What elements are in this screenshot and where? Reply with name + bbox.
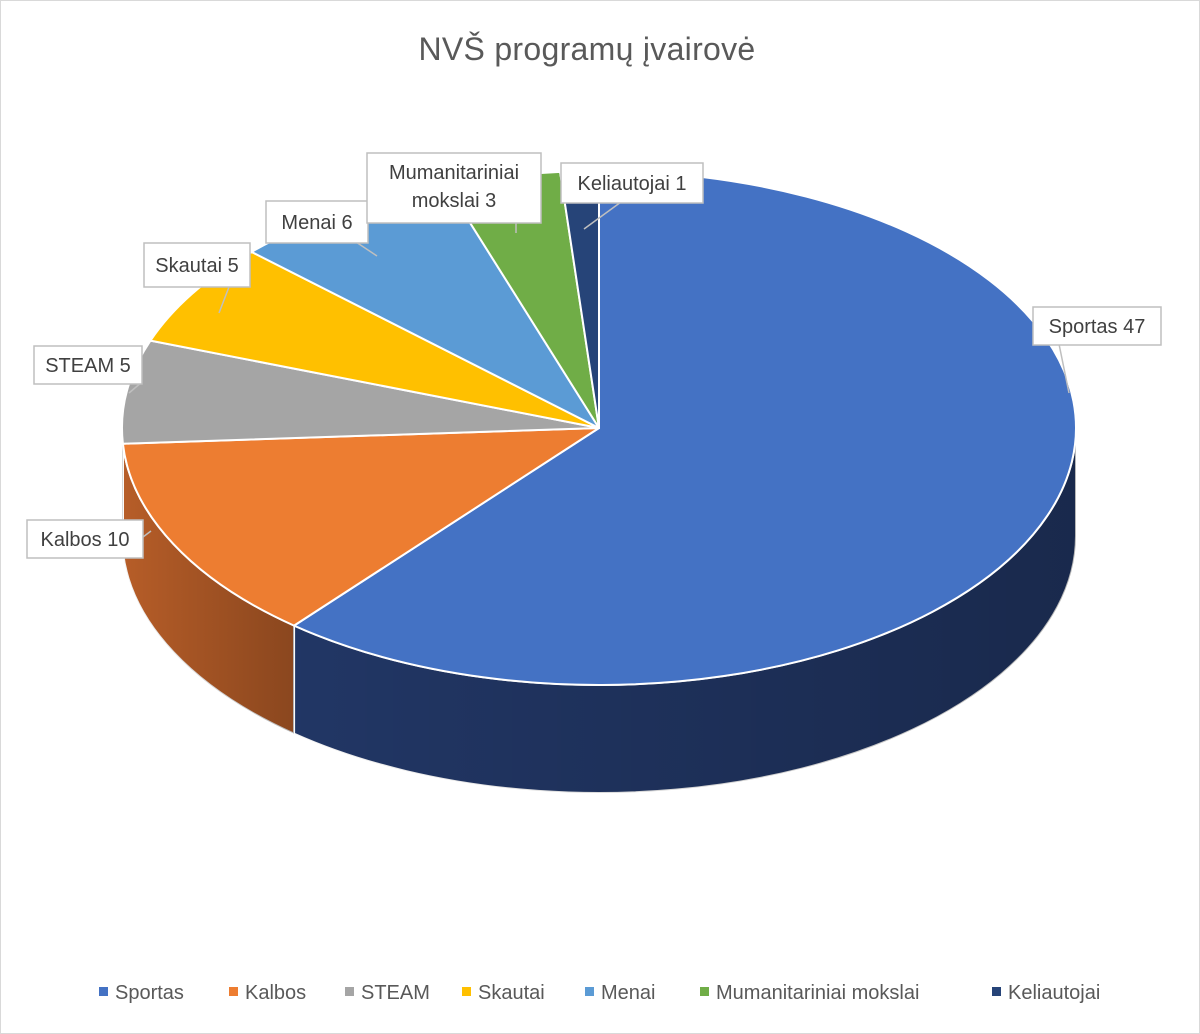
pie-tops bbox=[121, 170, 1077, 686]
legend-item-steam: STEAM bbox=[345, 982, 430, 1004]
data-label-text: Keliautojai 1 bbox=[578, 173, 687, 195]
leader-line-sportas bbox=[1058, 343, 1070, 394]
pie-slice-steam bbox=[121, 339, 600, 445]
pie-sides bbox=[121, 427, 1077, 794]
data-label-keliautojai: Keliautojai 1 bbox=[560, 162, 704, 204]
legend-item-sportas: Sportas bbox=[99, 982, 184, 1004]
legend-swatch bbox=[462, 987, 471, 996]
legend-swatch bbox=[99, 987, 108, 996]
data-label-sportas: Sportas 47 bbox=[1032, 306, 1162, 346]
legend-label: Sportas bbox=[115, 982, 184, 1004]
leader-line-menai bbox=[355, 241, 378, 257]
leader-line-kalbos bbox=[142, 530, 152, 538]
chart-title: NVŠ programų įvairovė bbox=[418, 31, 756, 67]
data-label-text: STEAM 5 bbox=[45, 355, 131, 377]
leader-line-keliautojai bbox=[583, 201, 622, 230]
legend-label: Keliautojai bbox=[1008, 982, 1100, 1004]
data-label-text: Skautai 5 bbox=[155, 255, 238, 277]
legend-label: STEAM bbox=[361, 982, 430, 1004]
data-label-kalbos: Kalbos 10 bbox=[26, 519, 144, 559]
data-label-skautai: Skautai 5 bbox=[143, 242, 251, 288]
legend-item-kalbos: Kalbos bbox=[229, 982, 306, 1004]
legend-swatch bbox=[229, 987, 238, 996]
data-label-text: Kalbos 10 bbox=[41, 529, 130, 551]
legend-item-keliautojai: Keliautojai bbox=[992, 982, 1100, 1004]
data-label-text: Menai 6 bbox=[281, 212, 352, 234]
data-label-mumanitariniai-mokslai: Mumanitariniai mokslai 3 bbox=[366, 152, 542, 224]
legend-swatch bbox=[585, 987, 594, 996]
legend-item-mumanitariniai-mokslai: Mumanitariniai mokslai bbox=[700, 982, 919, 1004]
data-label-text: Mumanitariniai mokslai 3 bbox=[389, 162, 519, 212]
pie-slice-kalbos bbox=[121, 427, 600, 627]
legend-swatch bbox=[345, 987, 354, 996]
legend-label: Skautai bbox=[478, 982, 545, 1004]
pie-slice-sportas bbox=[293, 170, 1077, 686]
legend-label: Menai bbox=[601, 982, 655, 1004]
legend-item-skautai: Skautai bbox=[462, 982, 545, 1004]
data-label-text: Sportas 47 bbox=[1049, 316, 1146, 338]
legend-label: Kalbos bbox=[245, 982, 306, 1004]
legend-swatch bbox=[700, 987, 709, 996]
data-label-menai: Menai 6 bbox=[265, 200, 369, 244]
legend-label: Mumanitariniai mokslai bbox=[716, 982, 919, 1004]
legend-swatch bbox=[992, 987, 1001, 996]
legend-item-menai: Menai bbox=[585, 982, 655, 1004]
data-label-steam: STEAM 5 bbox=[33, 345, 143, 385]
data-labels: Sportas 47 Kalbos 10 STEAM 5 Skautai 5 Menai… bbox=[26, 152, 1162, 559]
leader-lines bbox=[128, 201, 1070, 538]
leader-line-skautai bbox=[218, 286, 230, 314]
legend: Sportas Kalbos STEAM Skautai Menai Mumanitari… bbox=[99, 982, 1100, 1004]
